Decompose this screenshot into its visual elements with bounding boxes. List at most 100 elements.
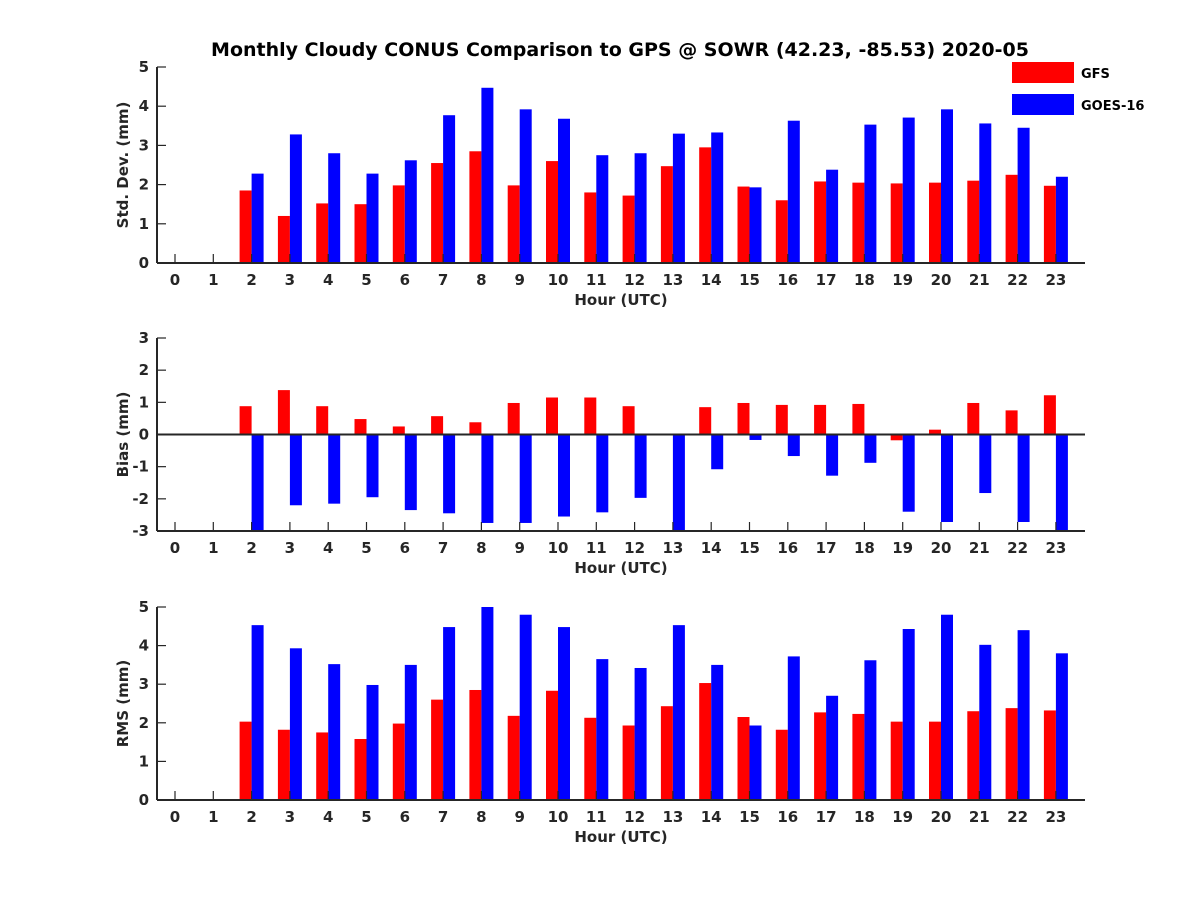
x-tick-label: 20 bbox=[931, 539, 952, 557]
bar-goes-16-hour-13 bbox=[672, 434, 685, 531]
x-tick-label: 14 bbox=[701, 539, 722, 557]
x-tick-label: 3 bbox=[285, 271, 295, 289]
bar-goes-16-hour-16 bbox=[787, 120, 800, 263]
y-tick-label: 0 bbox=[139, 791, 149, 809]
x-tick-label: 8 bbox=[476, 539, 486, 557]
bar-gfs-hour-19 bbox=[890, 434, 903, 441]
bar-goes-16-hour-21 bbox=[979, 434, 992, 494]
y-tick-label: 1 bbox=[139, 393, 149, 411]
bar-goes-16-hour-22 bbox=[1017, 127, 1030, 263]
x-tick-label: 17 bbox=[816, 271, 837, 289]
bar-goes-16-hour-11 bbox=[596, 434, 609, 513]
bar-gfs-hour-16 bbox=[775, 200, 788, 263]
series-goes-16 bbox=[251, 87, 1068, 264]
bar-goes-16-hour-9 bbox=[519, 434, 532, 523]
bar-goes-16-hour-5 bbox=[366, 434, 379, 498]
bar-gfs-hour-21 bbox=[967, 402, 980, 435]
bar-gfs-hour-17 bbox=[814, 181, 827, 263]
bar-goes-16-hour-6 bbox=[404, 434, 417, 511]
bar-gfs-hour-3 bbox=[277, 729, 290, 800]
x-tick-label: 22 bbox=[1007, 808, 1028, 826]
bar-goes-16-hour-10 bbox=[558, 118, 570, 263]
bar-gfs-hour-10 bbox=[546, 161, 558, 263]
series-gfs bbox=[239, 683, 1056, 800]
bar-goes-16-hour-4 bbox=[328, 153, 341, 263]
x-tick-label: 23 bbox=[1045, 539, 1066, 557]
x-tick-label: 6 bbox=[400, 271, 410, 289]
bar-gfs-hour-15 bbox=[737, 717, 750, 800]
bar-gfs-hour-15 bbox=[737, 186, 750, 263]
bar-goes-16-hour-4 bbox=[328, 434, 341, 504]
y-tick-label: 3 bbox=[139, 329, 149, 347]
bar-gfs-hour-7 bbox=[431, 416, 444, 435]
x-tick-label: 17 bbox=[816, 539, 837, 557]
x-tick-label: 10 bbox=[548, 271, 569, 289]
bar-goes-16-hour-11 bbox=[596, 659, 609, 800]
x-tick-label: 5 bbox=[361, 539, 371, 557]
bar-goes-16-hour-13 bbox=[672, 133, 685, 263]
bar-gfs-hour-4 bbox=[316, 732, 329, 800]
bar-goes-16-hour-17 bbox=[826, 434, 839, 476]
bar-gfs-hour-13 bbox=[660, 706, 673, 800]
bar-gfs-hour-2 bbox=[239, 190, 252, 263]
y-tick-label: -1 bbox=[132, 458, 149, 476]
x-tick-label: 19 bbox=[892, 539, 913, 557]
y-tick-label: 3 bbox=[139, 675, 149, 693]
bar-goes-16-hour-21 bbox=[979, 123, 992, 263]
y-tick-label: 0 bbox=[139, 426, 149, 444]
bar-goes-16-hour-8 bbox=[481, 607, 494, 800]
bar-goes-16-hour-8 bbox=[481, 87, 494, 263]
x-tick-label: 18 bbox=[854, 271, 875, 289]
x-tick-label: 9 bbox=[514, 271, 524, 289]
bar-gfs-hour-17 bbox=[814, 712, 827, 800]
bar-goes-16-hour-12 bbox=[634, 434, 647, 498]
legend: GFS GOES-16 bbox=[1012, 62, 1144, 115]
x-tick-label: 5 bbox=[361, 808, 371, 826]
bar-goes-16-hour-20 bbox=[941, 109, 953, 263]
bar-gfs-hour-11 bbox=[584, 397, 597, 435]
bar-gfs-hour-6 bbox=[392, 426, 405, 435]
bar-gfs-hour-18 bbox=[852, 403, 865, 435]
x-tick-label: 19 bbox=[892, 271, 913, 289]
x-tick-label: 6 bbox=[400, 539, 410, 557]
bar-goes-16-hour-4 bbox=[328, 664, 341, 800]
x-tick-label: 7 bbox=[438, 808, 448, 826]
x-tick-label: 5 bbox=[361, 271, 371, 289]
bar-gfs-hour-11 bbox=[584, 192, 597, 263]
series-goes-16 bbox=[251, 607, 1068, 800]
bar-gfs-hour-14 bbox=[699, 683, 712, 800]
bar-goes-16-hour-17 bbox=[826, 695, 839, 800]
x-tick-label: 7 bbox=[438, 271, 448, 289]
bar-goes-16-hour-9 bbox=[519, 109, 532, 263]
x-tick-label: 15 bbox=[739, 539, 760, 557]
series-goes-16 bbox=[251, 434, 1068, 531]
bar-goes-16-hour-19 bbox=[902, 117, 915, 264]
x-tick-label: 10 bbox=[548, 539, 569, 557]
bar-goes-16-hour-14 bbox=[711, 132, 724, 263]
x-axis-label: Hour (UTC) bbox=[574, 828, 667, 846]
x-tick-label: 1 bbox=[208, 271, 218, 289]
y-axis-label: Bias (mm) bbox=[114, 392, 132, 478]
y-tick-label: 1 bbox=[139, 752, 149, 770]
x-tick-label: 4 bbox=[323, 271, 333, 289]
x-tick-label: 20 bbox=[931, 271, 952, 289]
bar-goes-16-hour-23 bbox=[1055, 176, 1068, 263]
bar-goes-16-hour-15 bbox=[749, 725, 762, 800]
bar-gfs-hour-5 bbox=[354, 204, 367, 263]
bar-goes-16-hour-17 bbox=[826, 169, 839, 263]
bar-goes-16-hour-20 bbox=[941, 614, 953, 800]
x-tick-label: 10 bbox=[548, 808, 569, 826]
bar-gfs-hour-20 bbox=[929, 721, 941, 800]
bar-goes-16-hour-14 bbox=[711, 664, 724, 800]
bar-gfs-hour-9 bbox=[507, 402, 520, 435]
bar-goes-16-hour-7 bbox=[443, 627, 456, 800]
bar-gfs-hour-9 bbox=[507, 185, 520, 263]
bar-goes-16-hour-23 bbox=[1055, 434, 1068, 531]
x-tick-label: 23 bbox=[1045, 271, 1066, 289]
bar-gfs-hour-8 bbox=[469, 689, 482, 800]
x-tick-label: 8 bbox=[476, 808, 486, 826]
x-tick-label: 21 bbox=[969, 271, 990, 289]
bar-goes-16-hour-22 bbox=[1017, 630, 1030, 800]
